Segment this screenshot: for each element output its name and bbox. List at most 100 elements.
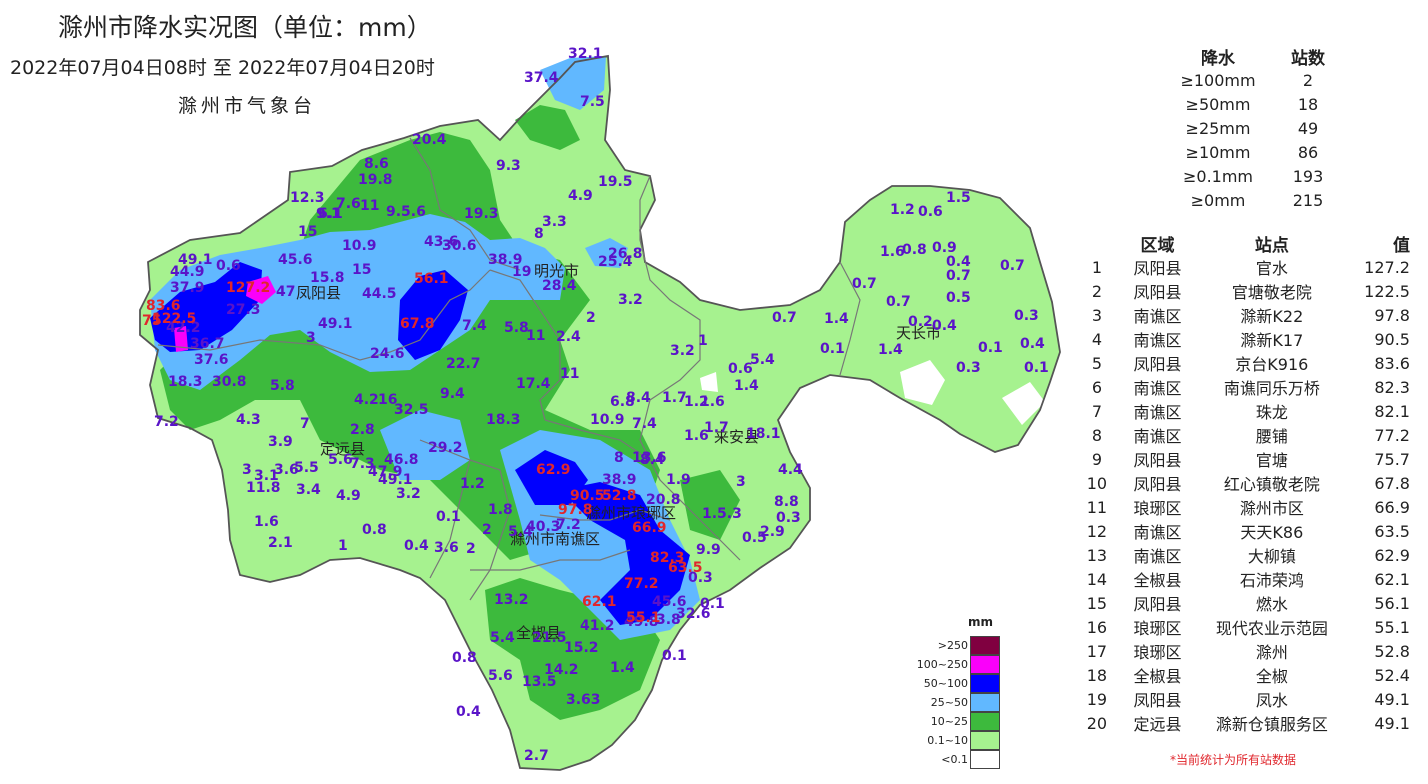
ranking-row: 18 全椒县 全椒 52.4 bbox=[1082, 663, 1412, 687]
rain-value: 49.1 bbox=[1374, 713, 1410, 733]
station-value-label: 7 bbox=[300, 416, 310, 432]
legend-swatch bbox=[970, 712, 1000, 731]
column-header-station: 站点 bbox=[1254, 235, 1289, 256]
station-value-label: 0.7 bbox=[1000, 258, 1025, 274]
station-value-label: 97.8 bbox=[558, 502, 593, 518]
rain-50-100-zone bbox=[560, 482, 690, 625]
station-value-label: 1.2 bbox=[684, 394, 709, 410]
station-value-label: 4.2 bbox=[354, 392, 379, 408]
legend-item: 100~250 bbox=[906, 655, 1006, 674]
no-rain-patch bbox=[490, 732, 512, 758]
station-value-label: 9.1 bbox=[316, 206, 341, 222]
station-value-label: 49.1 bbox=[178, 252, 213, 268]
station-value-label: 20.8 bbox=[646, 492, 681, 508]
station-count-row: ≥0.1mm 193 bbox=[1168, 164, 1348, 188]
station-value-label: 25.4 bbox=[598, 254, 633, 270]
legend-item: 10~25 bbox=[906, 712, 1006, 731]
station-value-label: 0.6 bbox=[216, 258, 241, 274]
station-value-label: 1.6 bbox=[700, 394, 725, 410]
station-value-labels: 32.137.47.520.49.38.619.84.919.512.36.17… bbox=[142, 46, 1049, 764]
station-value-label: 19 bbox=[512, 264, 531, 280]
station-value-label: 0.8 bbox=[902, 242, 927, 258]
station-count: 215 bbox=[1292, 190, 1324, 210]
rank-number: 2 bbox=[1091, 281, 1102, 301]
station-value-label: 18.3 bbox=[168, 374, 203, 390]
station-count-row: ≥100mm 2 bbox=[1168, 68, 1348, 92]
legend-item: 50~100 bbox=[906, 674, 1006, 693]
rain-value: 49.1 bbox=[1374, 689, 1410, 709]
station-value-label: 45.6 bbox=[652, 594, 687, 610]
station-value-label: 0.1 bbox=[820, 341, 845, 357]
legend-unit: mm bbox=[968, 615, 994, 629]
station-value-label: 3 bbox=[736, 474, 746, 490]
district-name: 南谯区 bbox=[1133, 307, 1182, 326]
station-value-label: 83.6 bbox=[146, 298, 181, 314]
station-value-label: 3.4 bbox=[296, 482, 321, 498]
rain-25-50-zone bbox=[540, 56, 606, 110]
rank-number: 12 bbox=[1086, 521, 1108, 541]
issuer-label: 滁州市气象台 bbox=[178, 95, 317, 117]
station-value-label: 28.4 bbox=[542, 278, 577, 294]
rain-25-50-zone bbox=[380, 410, 470, 480]
station-count-row: ≥10mm 86 bbox=[1168, 140, 1348, 164]
rain-value: 66.9 bbox=[1374, 497, 1410, 517]
district-name: 南谯区 bbox=[1133, 547, 1182, 566]
station-name: 腰铺 bbox=[1255, 427, 1288, 446]
rank-number: 10 bbox=[1086, 473, 1108, 493]
station-value-label: 5.6 bbox=[488, 668, 513, 684]
station-value-label: 7.3 bbox=[350, 456, 375, 472]
district-name: 琅琊区 bbox=[1133, 619, 1182, 638]
station-value-label: 7.2 bbox=[154, 414, 179, 430]
station-value-label: 6.8 bbox=[610, 394, 635, 410]
station-name: 天天K86 bbox=[1240, 523, 1304, 542]
station-value-label: 0.5 bbox=[946, 290, 971, 306]
station-value-label: 0.1 bbox=[978, 340, 1003, 356]
station-value-label: 9.3 bbox=[496, 158, 521, 174]
station-name: 全椒 bbox=[1255, 667, 1288, 686]
station-value-label: 90.5 bbox=[570, 488, 605, 504]
county-boundaries bbox=[139, 54, 1061, 771]
station-value-label: 0.7 bbox=[852, 276, 877, 292]
station-value-label: 62.1 bbox=[582, 594, 617, 610]
column-header-district: 区域 bbox=[1140, 235, 1175, 256]
station-value-label: 5.4 bbox=[750, 352, 775, 368]
station-value-label: 6.1 bbox=[318, 206, 343, 222]
station-value-label: 5.8 bbox=[270, 378, 295, 394]
rain-value: 67.8 bbox=[1374, 473, 1410, 493]
station-value-label: 1.4 bbox=[878, 342, 903, 358]
station-value-label: 15 bbox=[298, 224, 317, 240]
place-dingyuan: 定远县 bbox=[320, 440, 365, 458]
station-value-label: 5.4 bbox=[490, 630, 515, 646]
station-count: 49 bbox=[1297, 118, 1319, 138]
station-value-label: 52.8 bbox=[602, 488, 637, 504]
rank-number: 18 bbox=[1086, 665, 1108, 685]
station-value-label: 32.5 bbox=[394, 402, 429, 418]
station-value-label: 1.4 bbox=[824, 311, 849, 327]
ranking-header: 区域 站点 值 bbox=[1082, 231, 1412, 256]
station-value-label: 122.5 bbox=[152, 311, 196, 327]
ranking-row: 4 南谯区 滁新K17 90.5 bbox=[1082, 327, 1412, 351]
station-value-label: 3 bbox=[242, 462, 252, 478]
place-laian: 来安县 bbox=[714, 428, 759, 446]
legend-label: 10~25 bbox=[930, 715, 968, 728]
station-value-label: 3.1 bbox=[254, 468, 279, 484]
no-rain-patch bbox=[900, 360, 945, 405]
station-name: 滁新K17 bbox=[1240, 331, 1304, 350]
legend-label: 100~250 bbox=[916, 658, 968, 671]
place-fengyang: 凤阳县 bbox=[296, 284, 341, 302]
station-name: 官塘敬老院 bbox=[1231, 283, 1312, 302]
station-value-label: 8.4 bbox=[626, 390, 651, 406]
station-value-label: 21.5 bbox=[532, 630, 567, 646]
station-value-label: 62.9 bbox=[536, 462, 571, 478]
station-value-label: 44.5 bbox=[362, 286, 397, 302]
station-value-label: 19.8 bbox=[358, 172, 393, 188]
ranking-row: 16 琅琊区 现代农业示范园 55.1 bbox=[1082, 615, 1412, 639]
station-value-label: 42.2 bbox=[166, 320, 201, 336]
station-value-label: 0.1 bbox=[436, 509, 461, 525]
station-name: 现代农业示范园 bbox=[1215, 619, 1328, 638]
legend-label: <0.1 bbox=[941, 753, 968, 766]
station-value-label: 0.4 bbox=[1020, 336, 1045, 352]
station-ranking-table: 区域 站点 值 1 凤阳县 官水 127.2 2 凤阳县 官塘敬老院 122.5 3 南谯区 滁新K… bbox=[1082, 231, 1412, 735]
station-value-label: 19.5 bbox=[598, 174, 633, 190]
station-value-label: 13.5 bbox=[522, 674, 557, 690]
